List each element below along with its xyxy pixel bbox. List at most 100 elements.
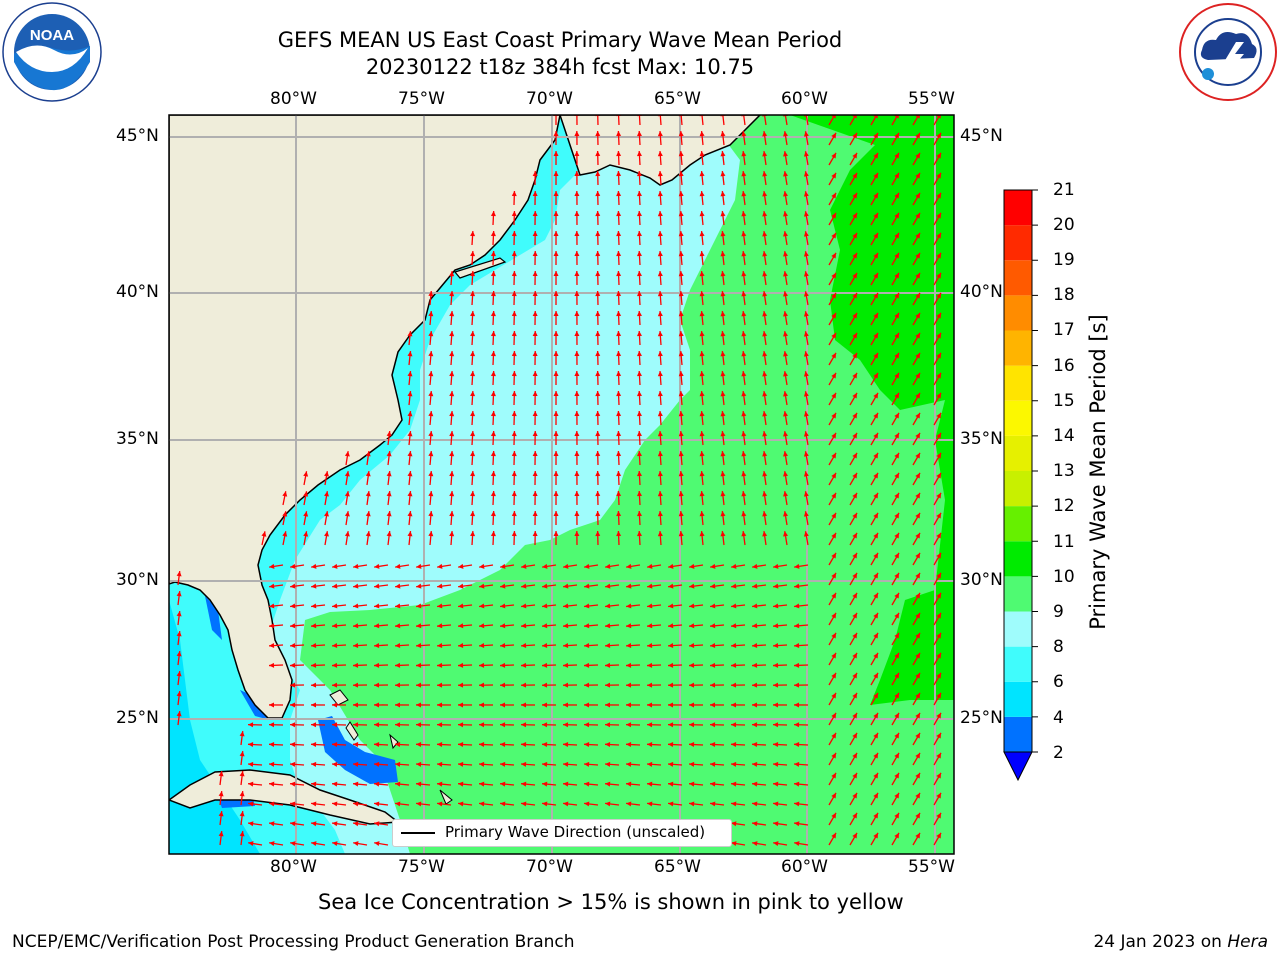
wave-arrow-head xyxy=(458,643,464,649)
wave-arrow-head xyxy=(915,192,920,199)
wave-arrow-head xyxy=(584,563,590,569)
wave-arrow-head xyxy=(395,623,401,629)
wave-arrow-head xyxy=(668,563,674,569)
wave-arrow-head xyxy=(831,132,836,139)
wave-arrow-head xyxy=(720,511,726,517)
wave-arrow-head xyxy=(470,431,476,437)
wave-arrow-head xyxy=(657,311,663,317)
wave-arrow-head xyxy=(783,351,789,357)
wave-arrow-head xyxy=(479,722,485,728)
wave-arrow-head xyxy=(783,211,789,217)
wave-arrow-head xyxy=(894,572,899,579)
wave-arrow-head xyxy=(311,662,317,668)
wave-arrow-head xyxy=(303,531,309,537)
wave-arrow-head xyxy=(490,351,496,357)
wave-arrow-head xyxy=(616,531,622,537)
wave-arrow-head xyxy=(689,761,695,767)
wave-arrow-head xyxy=(741,271,747,277)
colorbar-bin xyxy=(1004,295,1032,331)
wave-arrow-head xyxy=(831,392,836,399)
wave-arrow-head xyxy=(873,272,878,279)
wave-arrow-head xyxy=(831,232,836,239)
wave-arrow-head xyxy=(873,292,878,299)
colorbar-under-arrow xyxy=(1003,751,1033,782)
wave-arrow-head xyxy=(710,742,716,748)
wave-arrow-head xyxy=(353,761,359,767)
wave-arrow-head xyxy=(470,451,476,457)
wave-arrow-head xyxy=(852,372,857,379)
wave-arrow-head xyxy=(699,291,705,297)
wave-arrow-head xyxy=(678,391,684,397)
wave-arrow-head xyxy=(490,511,496,517)
wave-arrow-head xyxy=(647,563,653,569)
wave-arrow-head xyxy=(574,191,580,197)
wave-arrow-head xyxy=(752,841,758,847)
wave-arrow-head xyxy=(416,761,422,767)
wave-arrow-head xyxy=(395,761,401,767)
wave-arrow-head xyxy=(873,312,878,319)
wave-arrow-head xyxy=(731,801,737,807)
wave-arrow-shaft xyxy=(680,115,683,126)
wave-arrow-head xyxy=(894,472,899,479)
wave-arrow-head xyxy=(290,841,296,847)
wave-arrow-head xyxy=(584,643,590,649)
wave-arrow-head xyxy=(873,115,878,119)
wave-arrow-head xyxy=(852,292,857,299)
wave-arrow-head xyxy=(437,781,443,787)
wave-arrow-head xyxy=(647,603,653,609)
wave-arrow-head xyxy=(647,583,653,589)
wave-arrow-head xyxy=(574,531,580,537)
wave-arrow-head xyxy=(873,612,878,619)
wave-arrow-head xyxy=(428,531,434,537)
wave-arrow-head xyxy=(831,612,836,619)
wave-arrow-head xyxy=(500,702,506,708)
wave-arrow-head xyxy=(873,732,878,739)
wave-arrow-head xyxy=(873,552,878,559)
wave-arrow-head xyxy=(647,662,653,668)
wave-arrow-head xyxy=(269,623,275,629)
wave-arrow-head xyxy=(936,292,941,299)
wave-arrow-head xyxy=(458,583,464,589)
wave-arrow-head xyxy=(511,511,517,517)
wave-arrow-head xyxy=(699,331,705,337)
wave-arrow-head xyxy=(479,801,485,807)
legend-label: Primary Wave Direction (unscaled) xyxy=(445,823,706,841)
wave-arrow-head xyxy=(752,662,758,668)
wave-arrow-head xyxy=(269,801,275,807)
wave-arrow-head xyxy=(584,722,590,728)
wave-arrow-head xyxy=(574,331,580,337)
wave-arrow-head xyxy=(741,311,747,317)
wave-arrow-head xyxy=(553,311,559,317)
wave-arrow-head xyxy=(803,391,809,397)
wave-arrow-head xyxy=(762,471,768,477)
wave-arrow-head xyxy=(553,371,559,377)
wave-arrow-head xyxy=(176,671,182,677)
wave-arrow-head xyxy=(803,231,809,237)
wave-arrow-head xyxy=(521,563,527,569)
wave-arrow-head xyxy=(803,171,809,177)
wave-arrow-head xyxy=(852,772,857,779)
wave-arrow-head xyxy=(374,623,380,629)
wave-arrow-head xyxy=(936,352,941,359)
wave-arrow-head xyxy=(407,351,413,357)
wave-arrow-head xyxy=(741,231,747,237)
wave-arrow-head xyxy=(574,431,580,437)
wave-arrow-head xyxy=(689,623,695,629)
wave-arrow-head xyxy=(490,371,496,377)
wave-arrow-head xyxy=(616,471,622,477)
wave-arrow-head xyxy=(873,392,878,399)
wave-arrow-head xyxy=(374,781,380,787)
wave-arrow-head xyxy=(794,742,800,748)
wave-arrow-head xyxy=(324,531,329,537)
wave-arrow-head xyxy=(595,171,601,177)
lon-label-top: 80°W xyxy=(270,89,317,109)
wave-arrow-head xyxy=(500,722,506,728)
wave-arrow-head xyxy=(720,531,726,537)
wave-arrow-head xyxy=(500,583,506,589)
wave-arrow-head xyxy=(365,531,371,537)
wave-arrow-head xyxy=(626,801,632,807)
wave-arrow-head xyxy=(794,563,800,569)
wave-arrow-head xyxy=(915,332,920,339)
wave-arrow-head xyxy=(794,623,800,629)
wave-arrow-head xyxy=(915,552,920,559)
